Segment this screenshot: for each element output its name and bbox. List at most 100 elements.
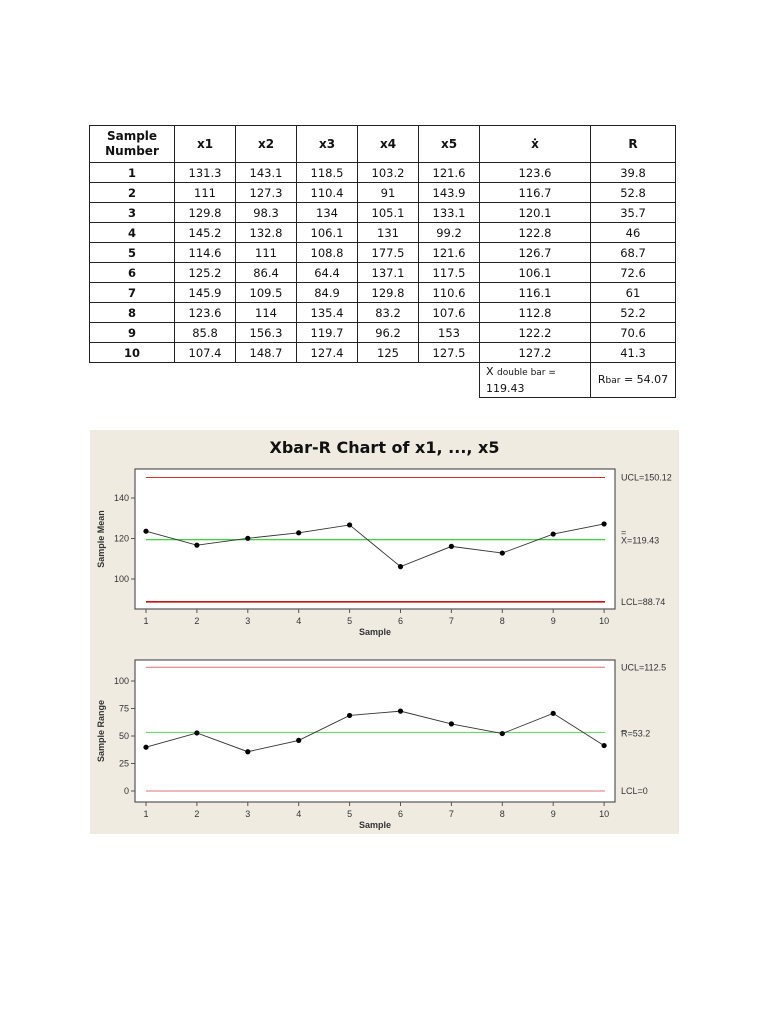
- value-cell: 110.4: [296, 182, 358, 203]
- data-table: Sample Number x1 x2 x3 x4 x5 ẋ R 1 131.3 1…: [89, 125, 676, 398]
- series-line: [145, 710, 605, 753]
- value-cell: 127.2: [479, 342, 591, 363]
- sample-number-cell: 9: [89, 322, 175, 343]
- sample-number-cell: 4: [89, 222, 175, 243]
- xbar-r-chart: Xbar-R Chart of x1, ..., x5 UCL=150.12 X=…: [90, 430, 679, 834]
- value-cell: 105.1: [357, 202, 419, 223]
- value-cell: 119.7: [296, 322, 358, 343]
- value-cell: 143.9: [418, 182, 480, 203]
- value-cell: 109.5: [235, 282, 297, 303]
- data-point: [194, 730, 200, 736]
- value-cell: 122.2: [479, 322, 591, 343]
- value-cell: 126.7: [479, 242, 591, 263]
- data-point: [550, 710, 556, 716]
- data-point: [245, 535, 251, 541]
- value-cell: 86.4: [235, 262, 297, 283]
- value-cell: 131: [357, 222, 419, 243]
- value-cell: 127.4: [296, 342, 358, 363]
- sample-number-cell: 3: [89, 202, 175, 223]
- value-cell: 148.7: [235, 342, 297, 363]
- table-row: 4 145.2 132.8 106.1 131 99.2 122.8 46: [89, 222, 676, 243]
- value-cell: 106.1: [296, 222, 358, 243]
- value-cell: 103.2: [357, 162, 419, 183]
- data-point: [499, 730, 505, 737]
- bar-mark: =: [621, 528, 626, 538]
- table-row: 3 129.8 98.3 134 105.1 133.1 120.1 35.7: [89, 202, 676, 223]
- data-point: [601, 521, 607, 527]
- header-r: R: [590, 125, 676, 163]
- value-cell: 35.7: [590, 202, 676, 223]
- value-cell: 129.8: [357, 282, 419, 303]
- value-cell: 132.8: [235, 222, 297, 243]
- sample-number-cell: 1: [89, 162, 175, 183]
- data-point: [550, 531, 556, 537]
- control-limit-label: UCL=112.5: [621, 662, 666, 672]
- header-x4: x4: [357, 125, 419, 163]
- value-cell: 129.8: [174, 202, 236, 223]
- table-row: 8 123.6 114 135.4 83.2 107.6 112.8 52.2: [89, 302, 676, 323]
- value-cell: 120.1: [479, 202, 591, 223]
- x-tick-label: 10: [599, 616, 609, 626]
- control-limit-label: LCL=0: [621, 786, 648, 796]
- value-cell: 116.1: [479, 282, 591, 303]
- x-tick-label: 1: [143, 616, 148, 626]
- data-point: [296, 530, 302, 536]
- rbar-summary: Rbar = 54.07: [590, 362, 676, 398]
- control-limit-label: UCL=150.12: [621, 473, 672, 483]
- table-row: 10 107.4 148.7 127.4 125 127.5 127.2 41.3: [89, 342, 676, 363]
- y-tick-label: 120: [114, 534, 129, 544]
- value-cell: 52.8: [590, 182, 676, 203]
- x-tick-label: 5: [347, 616, 352, 626]
- sample-number-cell: 8: [89, 302, 175, 323]
- value-cell: 114: [235, 302, 297, 323]
- header-x2: x2: [235, 125, 297, 163]
- y-axis-label: Sample Mean: [96, 510, 106, 568]
- value-cell: 84.9: [296, 282, 358, 303]
- header-sample-number: Sample Number: [89, 125, 175, 163]
- value-cell: 122.8: [479, 222, 591, 243]
- x-tick-label: 8: [500, 616, 505, 626]
- sample-number-cell: 2: [89, 182, 175, 203]
- value-cell: 111: [174, 182, 236, 203]
- header-xdot: ẋ: [479, 125, 591, 163]
- y-tick-label: 100: [114, 574, 129, 584]
- data-point: [296, 737, 302, 743]
- value-cell: 106.1: [479, 262, 591, 283]
- value-cell: 153: [418, 322, 480, 343]
- value-cell: 46: [590, 222, 676, 243]
- value-cell: 85.8: [174, 322, 236, 343]
- value-cell: 83.2: [357, 302, 419, 323]
- value-cell: 123.6: [479, 162, 591, 183]
- table-row: 9 85.8 156.3 119.7 96.2 153 122.2 70.6: [89, 322, 676, 343]
- data-point: [347, 522, 353, 528]
- y-tick-label: 75: [119, 704, 129, 714]
- value-cell: 137.1: [357, 262, 419, 283]
- x-tick-label: 3: [245, 616, 250, 626]
- x-tick-label: 6: [398, 809, 403, 819]
- plot-frame: [134, 659, 616, 803]
- value-cell: 121.6: [418, 162, 480, 183]
- value-cell: 99.2: [418, 222, 480, 243]
- x-tick-label: 2: [194, 809, 199, 819]
- value-cell: 114.6: [174, 242, 236, 263]
- value-cell: 70.6: [590, 322, 676, 343]
- value-cell: 145.2: [174, 222, 236, 243]
- table-row: 5 114.6 111 108.8 177.5 121.6 126.7 68.7: [89, 242, 676, 263]
- sample-number-cell: 7: [89, 282, 175, 303]
- value-cell: 96.2: [357, 322, 419, 343]
- value-cell: 110.6: [418, 282, 480, 303]
- value-cell: 125: [357, 342, 419, 363]
- data-point: [143, 744, 149, 750]
- x-tick-label: 4: [296, 616, 301, 626]
- data-point: [499, 550, 505, 556]
- sample-number-cell: 6: [89, 262, 175, 283]
- table-row: 7 145.9 109.5 84.9 129.8 110.6 116.1 61: [89, 282, 676, 303]
- bar-mark: _: [620, 721, 627, 731]
- series-line: [145, 523, 605, 568]
- header-x1: x1: [174, 125, 236, 163]
- control-limit-label: LCL=88.74: [621, 597, 665, 607]
- center-line-label: R=53.2: [621, 728, 650, 738]
- value-cell: 127.3: [235, 182, 297, 203]
- value-cell: 61: [590, 282, 676, 303]
- value-cell: 111: [235, 242, 297, 263]
